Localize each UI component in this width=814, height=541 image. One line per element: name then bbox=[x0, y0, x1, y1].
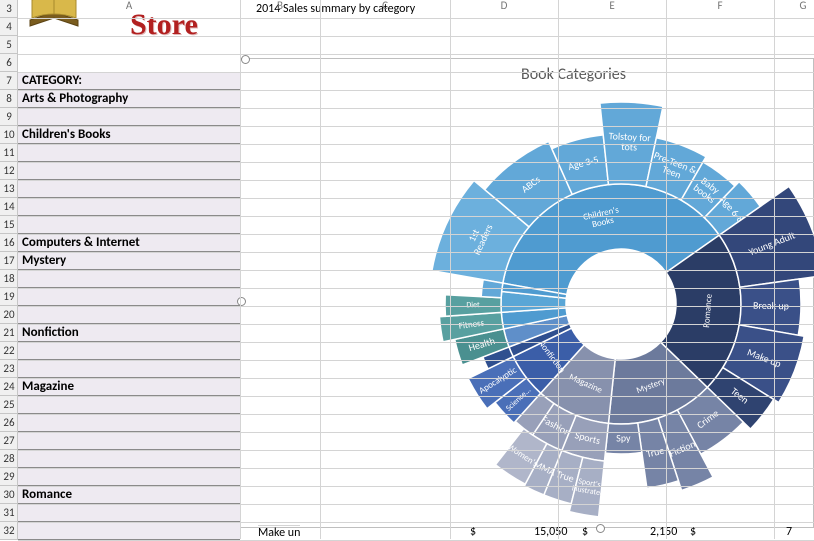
book-icon bbox=[24, 0, 88, 34]
category-cell[interactable] bbox=[18, 468, 240, 486]
row-number[interactable]: 29 bbox=[0, 468, 18, 486]
row-gutter: 3456789101112131415161718192021222324252… bbox=[0, 0, 18, 539]
row-number[interactable]: 25 bbox=[0, 396, 18, 414]
row-number[interactable]: 11 bbox=[0, 144, 18, 162]
row-number[interactable]: 19 bbox=[0, 288, 18, 306]
row-number[interactable]: 12 bbox=[0, 162, 18, 180]
bottom-b: Make un bbox=[258, 525, 300, 540]
row-number[interactable]: 15 bbox=[0, 216, 18, 234]
category-cell[interactable] bbox=[18, 180, 240, 198]
category-cell[interactable] bbox=[18, 216, 240, 234]
row-number[interactable]: 20 bbox=[0, 306, 18, 324]
row-number[interactable]: 4 bbox=[0, 18, 18, 36]
row-number[interactable]: 7 bbox=[0, 72, 18, 90]
sunburst-chart: Children'sBooksRomanceMysteryMagazineNon… bbox=[241, 59, 814, 529]
row-number[interactable]: 28 bbox=[0, 450, 18, 468]
bottom-e2: $ bbox=[582, 525, 588, 539]
row-number[interactable]: 23 bbox=[0, 360, 18, 378]
spreadsheet-grid: 3456789101112131415161718192021222324252… bbox=[0, 0, 814, 539]
category-cell[interactable] bbox=[18, 306, 240, 324]
row-number[interactable]: 17 bbox=[0, 252, 18, 270]
row-number[interactable]: 9 bbox=[0, 108, 18, 126]
row-number[interactable]: 22 bbox=[0, 342, 18, 360]
row-number[interactable]: 18 bbox=[0, 270, 18, 288]
row-number[interactable]: 32 bbox=[0, 522, 18, 540]
category-cell[interactable] bbox=[18, 414, 240, 432]
row-number[interactable]: 27 bbox=[0, 432, 18, 450]
category-cell[interactable] bbox=[18, 144, 240, 162]
bottom-g: 7 bbox=[786, 525, 792, 539]
category-cell[interactable]: Nonfiction bbox=[18, 324, 240, 342]
category-cell[interactable]: Arts & Photography bbox=[18, 90, 240, 108]
row-number[interactable]: 6 bbox=[0, 54, 18, 72]
cell-area[interactable]: Store 2014 Sales summary by category Boo… bbox=[18, 0, 814, 539]
bottom-f2: $ bbox=[690, 525, 696, 539]
row-number[interactable]: 30 bbox=[0, 486, 18, 504]
svg-text:Spy: Spy bbox=[616, 431, 631, 444]
row-number[interactable]: 21 bbox=[0, 324, 18, 342]
column-header[interactable]: G bbox=[774, 0, 814, 12]
row-number[interactable]: 5 bbox=[0, 36, 18, 54]
column-header[interactable]: E bbox=[558, 0, 666, 12]
category-cell[interactable]: Computers & Internet bbox=[18, 234, 240, 252]
column-header[interactable]: F bbox=[666, 0, 774, 12]
row-number[interactable]: 8 bbox=[0, 90, 18, 108]
category-cell[interactable]: Mystery bbox=[18, 252, 240, 270]
category-cell[interactable]: CATEGORY: bbox=[18, 72, 240, 90]
category-cell[interactable] bbox=[18, 162, 240, 180]
row-number[interactable]: 3 bbox=[0, 0, 18, 18]
row-number[interactable]: 24 bbox=[0, 378, 18, 396]
row-number[interactable]: 10 bbox=[0, 126, 18, 144]
category-cell[interactable] bbox=[18, 198, 240, 216]
column-header[interactable]: D bbox=[450, 0, 558, 12]
bottom-f: 2,150 bbox=[650, 525, 677, 539]
category-cell[interactable] bbox=[18, 108, 240, 126]
row-number[interactable]: 13 bbox=[0, 180, 18, 198]
category-cell[interactable] bbox=[18, 504, 240, 522]
row-number[interactable]: 31 bbox=[0, 504, 18, 522]
category-cell[interactable] bbox=[18, 450, 240, 468]
category-cell[interactable] bbox=[18, 396, 240, 414]
category-cell[interactable] bbox=[18, 288, 240, 306]
category-cell[interactable]: Romance bbox=[18, 486, 240, 504]
category-cell[interactable] bbox=[18, 360, 240, 378]
category-cell[interactable]: Magazine bbox=[18, 378, 240, 396]
row-number[interactable]: 14 bbox=[0, 198, 18, 216]
bottom-e: 15,050 bbox=[534, 525, 567, 539]
category-cell[interactable] bbox=[18, 432, 240, 450]
row-number[interactable]: 16 bbox=[0, 234, 18, 252]
bottom-d: $ bbox=[470, 525, 476, 539]
chart-selection-box[interactable]: Book Categories Children'sBooksRomanceMy… bbox=[240, 58, 814, 528]
category-cell[interactable]: Children's Books bbox=[18, 126, 240, 144]
summary-text: 2014 Sales summary by category bbox=[256, 2, 415, 16]
selection-handle[interactable] bbox=[241, 55, 250, 64]
category-cell[interactable] bbox=[18, 270, 240, 288]
category-cell[interactable] bbox=[18, 522, 240, 540]
category-cell[interactable] bbox=[18, 342, 240, 360]
row-number[interactable]: 26 bbox=[0, 414, 18, 432]
